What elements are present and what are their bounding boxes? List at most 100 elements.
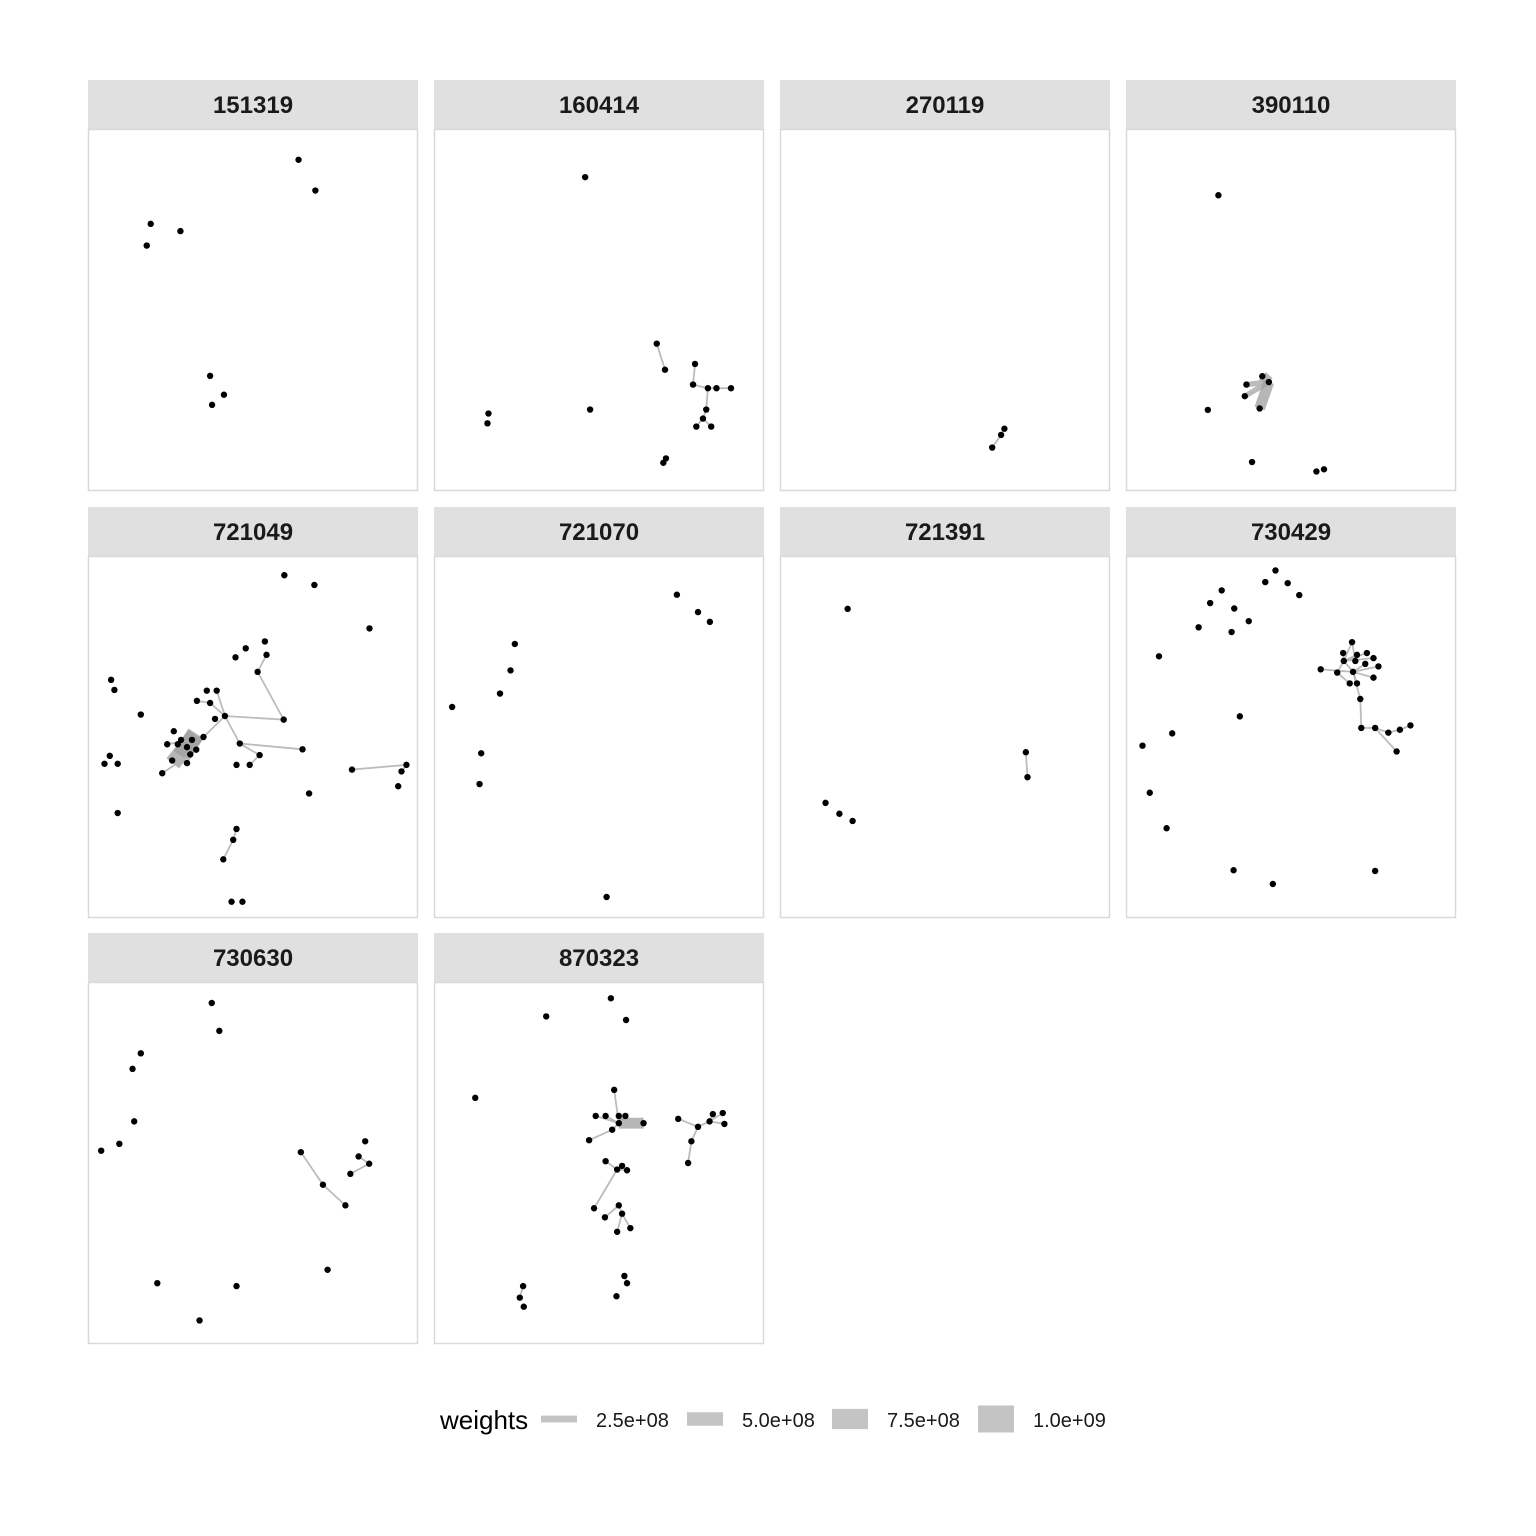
- network-node: [1407, 722, 1414, 729]
- network-node: [196, 1317, 203, 1324]
- facet-plot-area: [779, 555, 1111, 919]
- network-edge: [687, 1141, 693, 1164]
- network-node: [365, 1160, 373, 1167]
- network-node: [114, 809, 121, 817]
- network-node: [1296, 591, 1303, 599]
- network-node: [689, 381, 697, 388]
- network-node: [623, 1279, 631, 1287]
- network-node: [164, 741, 171, 748]
- network-node: [653, 340, 660, 347]
- network-node: [1228, 628, 1235, 636]
- network-node: [261, 638, 269, 645]
- network-node: [168, 757, 176, 764]
- legend-key-1: [541, 1415, 577, 1423]
- network-node: [621, 1272, 628, 1280]
- network-node: [228, 898, 235, 905]
- network-node: [200, 733, 207, 741]
- network-node: [220, 856, 227, 863]
- network-node: [355, 1153, 362, 1160]
- network-node: [448, 703, 456, 711]
- network-node: [193, 697, 201, 704]
- network-node: [1245, 617, 1252, 625]
- network-node: [324, 1266, 331, 1273]
- facet-plot-area: [433, 981, 765, 1345]
- facet-strip: [88, 933, 418, 982]
- network-edge: [209, 702, 226, 717]
- network-node: [988, 444, 996, 451]
- network-node: [143, 242, 150, 249]
- network-node: [1357, 695, 1364, 703]
- network-node: [615, 1112, 622, 1120]
- network-node: [256, 751, 263, 759]
- network-node: [1001, 425, 1008, 432]
- facet-strip-label: 390110: [1252, 92, 1331, 119]
- network-node: [721, 1120, 728, 1128]
- network-node: [660, 459, 667, 466]
- network-node: [403, 761, 410, 769]
- network-node: [1363, 649, 1371, 657]
- network-node: [623, 1167, 631, 1174]
- network-node: [1169, 730, 1176, 737]
- network-node: [208, 999, 215, 1007]
- network-node: [613, 1166, 621, 1173]
- network-node: [622, 1016, 630, 1024]
- network-node: [233, 761, 240, 769]
- network-node: [511, 640, 519, 648]
- network-node: [704, 384, 712, 392]
- network-edge: [692, 363, 696, 385]
- network-node: [1320, 466, 1328, 473]
- network-node: [1236, 713, 1244, 720]
- network-edge: [1342, 641, 1353, 662]
- network-edge: [593, 1169, 618, 1209]
- network-node: [484, 420, 491, 427]
- facet-panels: 151319 160414 270119 390110 721049 721070 7213…: [87, 80, 1457, 1345]
- network-node: [187, 751, 194, 758]
- network-node: [183, 759, 191, 767]
- network-node: [137, 1050, 144, 1057]
- network-node: [233, 1282, 240, 1290]
- legend-label-2: 5.0e+08: [742, 1410, 815, 1432]
- network-node: [147, 220, 154, 228]
- network-node: [727, 384, 735, 392]
- facet-strip: [434, 80, 764, 129]
- network-node: [1139, 742, 1146, 749]
- network-edge: [655, 343, 666, 371]
- network-node: [694, 608, 702, 616]
- network-node: [1353, 651, 1361, 659]
- network-node: [609, 1126, 616, 1133]
- network-node: [299, 746, 306, 753]
- network-node: [1241, 392, 1249, 400]
- network-node: [1349, 668, 1357, 676]
- network-node: [708, 423, 715, 430]
- network-node: [232, 654, 239, 661]
- network-node: [1375, 663, 1382, 670]
- network-node: [242, 645, 249, 652]
- network-node: [496, 690, 504, 697]
- network-node: [1371, 867, 1379, 875]
- network-node: [1206, 599, 1214, 607]
- network-node: [208, 401, 216, 409]
- network-node: [613, 1293, 620, 1300]
- facet-strip: [1126, 80, 1456, 129]
- network-node: [193, 746, 200, 753]
- facet-panel-160414: 160414: [433, 80, 765, 492]
- network-node: [111, 686, 118, 694]
- network-node: [137, 711, 144, 718]
- network-node: [703, 406, 710, 413]
- network-node: [319, 1181, 327, 1188]
- network-node: [519, 1282, 527, 1290]
- network-node: [1243, 381, 1250, 388]
- network-node: [254, 668, 261, 676]
- network-node: [1346, 680, 1353, 687]
- facet-strip-label: 730630: [213, 945, 293, 972]
- network-node: [159, 770, 166, 777]
- network-node: [239, 898, 246, 905]
- network-node: [592, 1112, 599, 1120]
- network-node: [516, 1294, 523, 1301]
- network-node: [1352, 657, 1359, 665]
- network-node: [1022, 749, 1030, 756]
- network-node: [116, 1140, 123, 1148]
- network-edge: [256, 671, 285, 721]
- network-edge: [239, 742, 303, 751]
- network-node: [129, 1065, 136, 1073]
